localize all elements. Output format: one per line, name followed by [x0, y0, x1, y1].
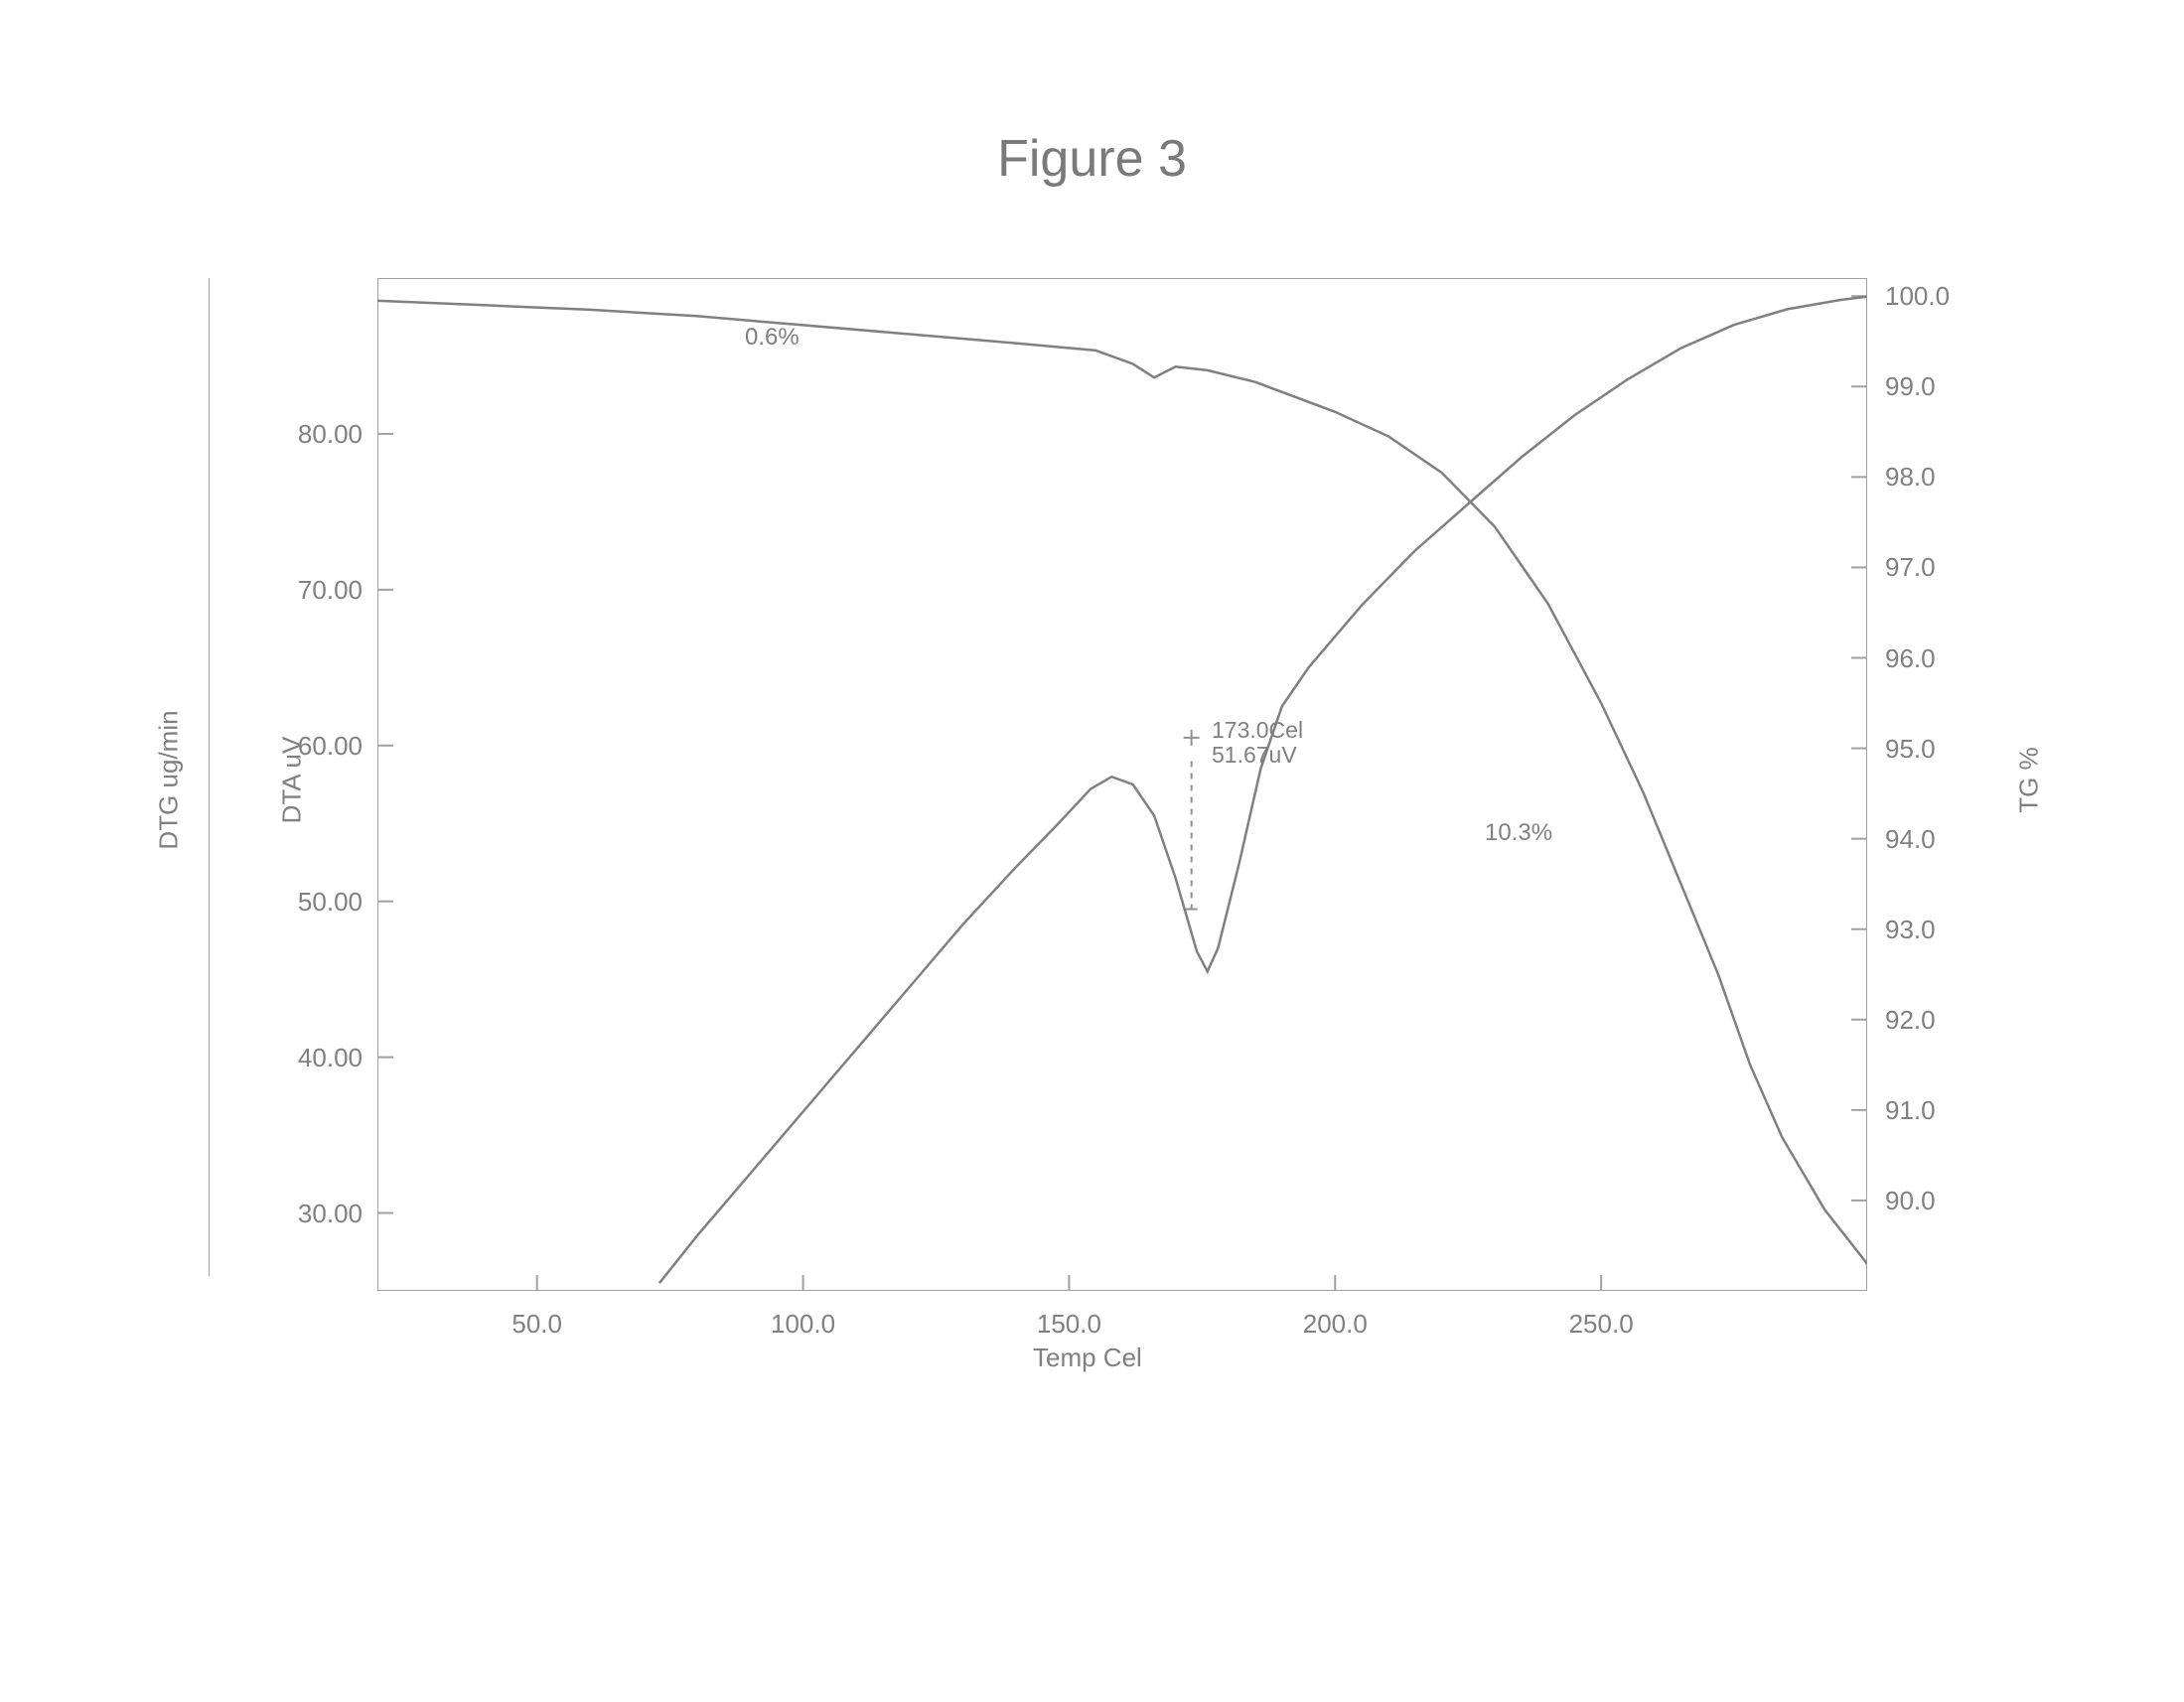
dtg-axis-label: DTG ug/min: [154, 710, 185, 849]
left-tick-label: 50.00: [283, 887, 363, 918]
right-tick-label: 91.0: [1885, 1095, 1965, 1126]
right-tick-label: 92.0: [1885, 1005, 1965, 1036]
left-tick-label: 40.00: [283, 1043, 363, 1073]
right-tick-label: 90.0: [1885, 1186, 1965, 1216]
annot-peak-line1: 173.0Cel: [1212, 717, 1303, 744]
right-tick-label: 99.0: [1885, 371, 1965, 402]
dtg-ruler-line: [209, 278, 210, 1276]
x-tick-label: 50.0: [498, 1309, 577, 1340]
right-tick-label: 94.0: [1885, 824, 1965, 855]
left-tick-label: 80.00: [283, 419, 363, 450]
x-tick-label: 150.0: [1029, 1309, 1108, 1340]
x-tick-label: 250.0: [1561, 1309, 1641, 1340]
left-tick-label: 60.00: [283, 731, 363, 762]
right-tick-label: 100.0: [1885, 281, 1965, 312]
figure-title: Figure 3: [0, 129, 2184, 189]
x-axis-label: Temp Cel: [1033, 1343, 1142, 1373]
chart-plot-area: 0.6% 10.3% 173.0Cel 51.67uV: [377, 278, 1867, 1291]
right-tick-label: 96.0: [1885, 643, 1965, 674]
right-tick-label: 97.0: [1885, 552, 1965, 583]
plot-svg: [377, 278, 1867, 1291]
page: Figure 3 DTG ug/min DTA uV TG % 0.6% 10.…: [0, 0, 2184, 1702]
right-tick-label: 98.0: [1885, 462, 1965, 493]
x-tick-label: 100.0: [764, 1309, 843, 1340]
tg-axis-label: TG %: [2014, 747, 2045, 812]
left-tick-label: 30.00: [283, 1199, 363, 1229]
x-tick-label: 200.0: [1295, 1309, 1375, 1340]
annot-peak-line2: 51.67uV: [1212, 742, 1297, 769]
right-tick-label: 93.0: [1885, 915, 1965, 945]
right-tick-label: 95.0: [1885, 734, 1965, 765]
annot-loss1: 0.6%: [745, 324, 800, 352]
annot-loss2: 10.3%: [1485, 819, 1552, 847]
left-tick-label: 70.00: [283, 575, 363, 606]
